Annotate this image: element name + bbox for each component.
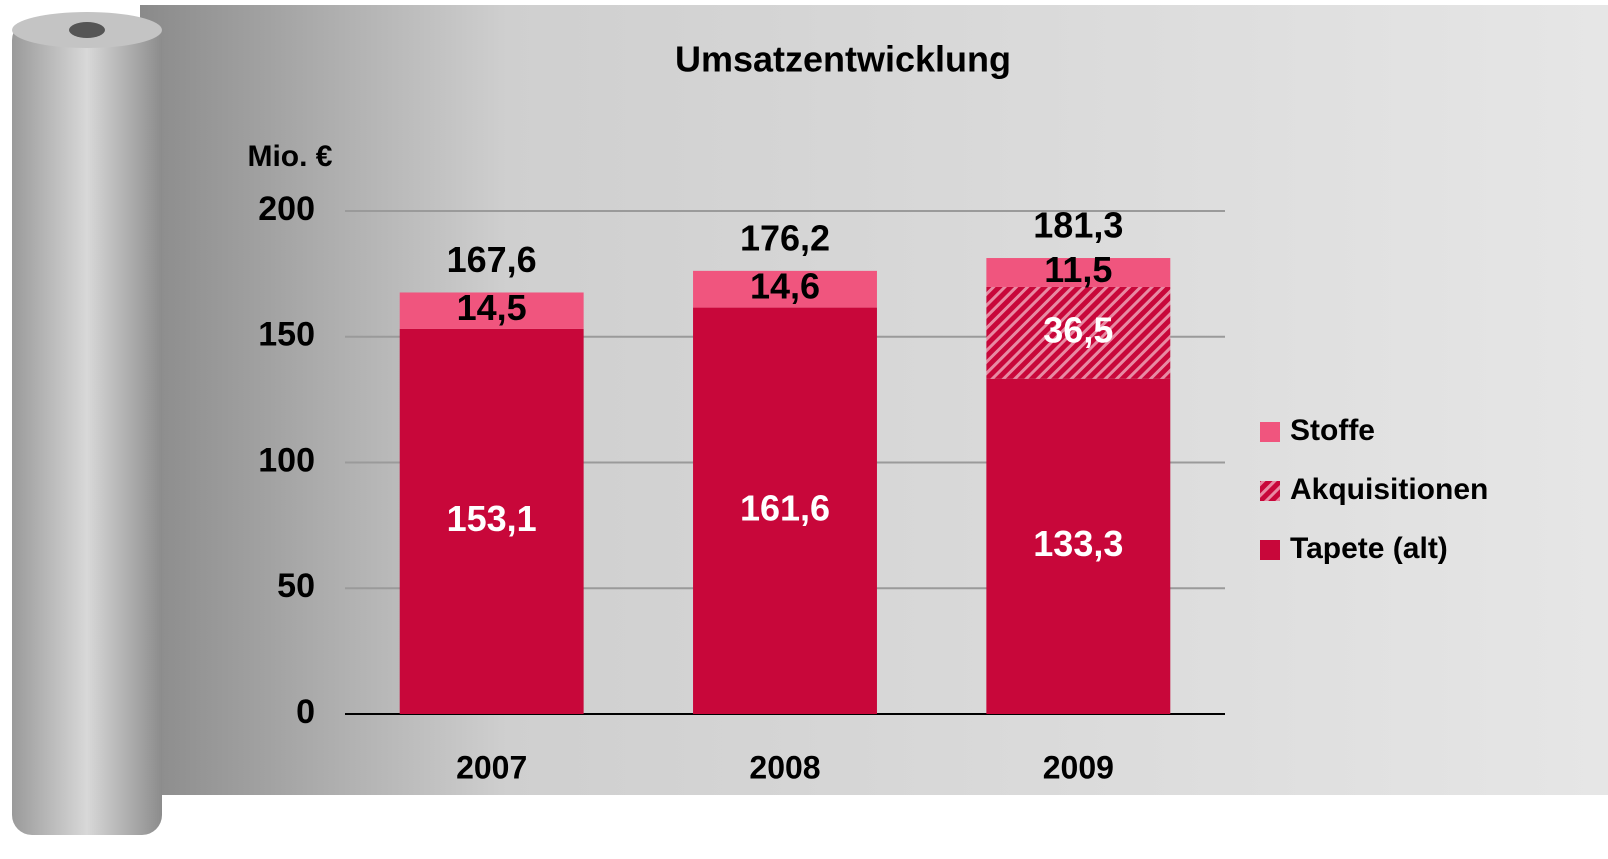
data-label: 36,5 <box>1043 309 1113 350</box>
y-tick-label: 150 <box>258 316 315 354</box>
data-label: 133,3 <box>1033 523 1123 564</box>
bar-segment <box>693 307 877 714</box>
y-tick-label: 50 <box>277 567 315 605</box>
data-label: 11,5 <box>1044 249 1112 290</box>
data-label: 161,6 <box>740 487 830 528</box>
legend-swatch <box>1260 540 1280 560</box>
bar-segment <box>986 378 1171 714</box>
y-tick-label: 100 <box>258 441 315 479</box>
y-tick-label: 0 <box>296 693 315 731</box>
x-tick-label: 2007 <box>456 749 527 785</box>
x-tick-label: 2008 <box>749 749 820 785</box>
legend-label: Akquisitionen <box>1290 473 1488 506</box>
bar-segment <box>693 270 877 308</box>
legend-swatch <box>1260 422 1280 442</box>
bar-segment <box>399 292 584 329</box>
y-tick-label: 200 <box>258 190 315 228</box>
bar-segment <box>986 286 1171 379</box>
legend-swatch <box>1260 481 1280 501</box>
x-tick-label: 2009 <box>1043 749 1114 785</box>
data-label: 14,5 <box>457 287 527 328</box>
total-label: 181,3 <box>1033 205 1123 246</box>
total-label: 176,2 <box>740 217 830 258</box>
chart-title: Umsatzentwicklung <box>675 39 1011 80</box>
y-axis-label: Mio. € <box>247 140 332 173</box>
bar-segment <box>986 258 1171 287</box>
bar-segment <box>399 328 584 714</box>
roll-hole <box>69 22 105 38</box>
legend-label: Tapete (alt) <box>1290 532 1448 565</box>
wallpaper-roll <box>12 20 162 835</box>
data-label: 14,6 <box>750 266 820 307</box>
legend-label: Stoffe <box>1290 414 1375 447</box>
data-label: 153,1 <box>447 498 537 539</box>
total-label: 167,6 <box>447 239 537 280</box>
